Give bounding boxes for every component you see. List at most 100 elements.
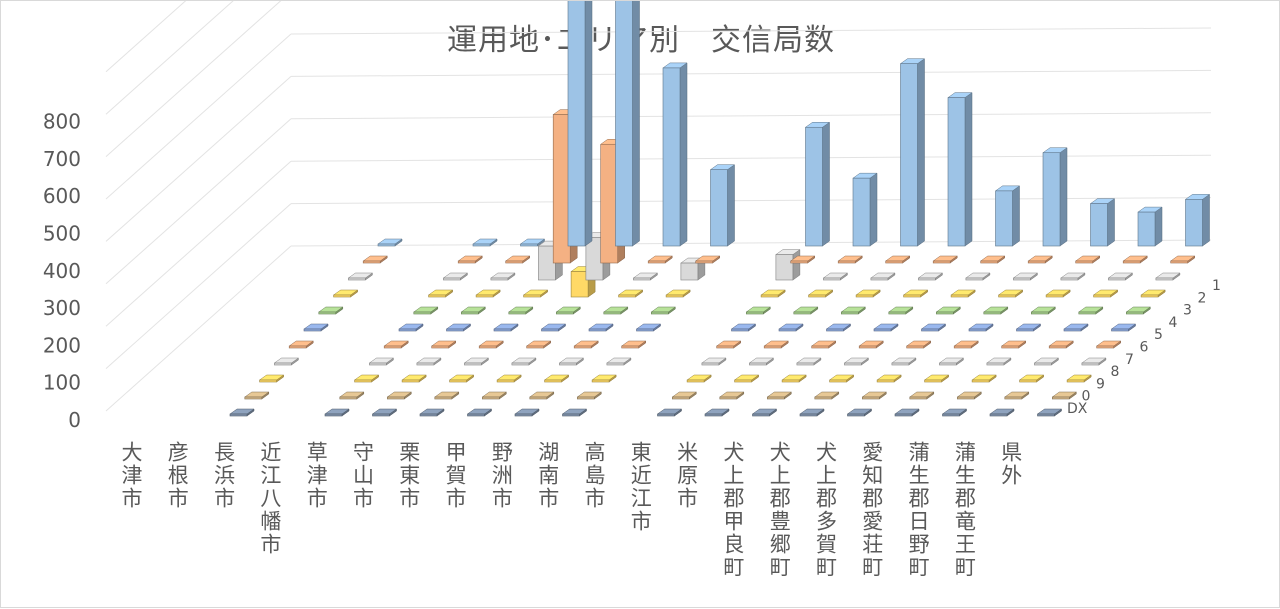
bar [837,260,856,264]
bar [921,328,939,332]
gridline [290,69,1212,77]
bar-side [869,172,878,247]
bar [826,328,844,332]
bar [716,345,735,349]
bar [939,362,957,366]
bar [386,396,405,400]
bar [621,345,640,349]
depth-tick-label: 0 [1082,389,1091,405]
bar [555,311,574,315]
depth-tick-label: 5 [1154,327,1163,343]
y-tick-label: 200 [43,333,81,357]
depth-tick-label: DX [1067,401,1088,417]
bar [909,396,928,400]
bar [419,413,438,417]
bar [1108,277,1126,281]
bar [446,328,464,332]
bar [372,413,390,417]
bar [460,311,479,315]
bar [431,345,450,349]
bar [606,362,625,366]
bar [1122,260,1141,264]
y-tick-label: 700 [43,147,81,171]
bar [775,254,794,281]
gridline [105,160,292,327]
category-label: 高島市 [582,441,606,510]
bar [745,311,764,315]
bar [968,328,987,332]
gridline [290,197,1212,205]
bar [481,396,500,400]
bar [1090,203,1108,247]
bar [523,294,541,298]
bar [956,396,975,400]
bar [333,294,351,298]
category-label: 米原市 [675,441,699,510]
bar [1093,294,1111,298]
bar [570,271,589,298]
bar [464,362,482,366]
bar [413,311,432,315]
bar [778,328,797,332]
category-label: 彦根市 [165,441,189,510]
bar [870,277,889,281]
bar [811,345,830,349]
bar [339,396,358,400]
bar [1034,362,1052,366]
category-label: 犬上郡多賀町 [814,441,838,579]
bar [885,260,904,264]
gridline [290,154,1212,162]
bar [906,345,925,349]
bar [1060,277,1079,281]
category-label: 草津市 [304,441,328,510]
bar [873,328,892,332]
bar [603,311,622,315]
bar-side [917,58,925,247]
bar [288,345,307,349]
bar [760,294,779,298]
bar [443,277,461,281]
bar [354,379,372,383]
bar [508,311,527,315]
bar [496,379,515,383]
bar [686,379,705,383]
bar [618,294,636,298]
bar [1027,260,1046,264]
depth-tick-label: 7 [1125,352,1134,368]
bar [383,345,402,349]
gridline [105,245,292,412]
bar [947,97,966,247]
bar [505,260,524,264]
bar [1155,277,1174,281]
bar [695,260,714,264]
bar [538,245,556,281]
bar [665,294,684,298]
bar [855,294,874,298]
bar [1137,211,1156,247]
bar [244,396,263,400]
bar-side [584,1,593,247]
bar [585,237,604,281]
bar [900,63,918,247]
bar [858,345,877,349]
bar [995,190,1013,247]
bar [781,379,800,383]
depth-tick-label: 2 [1198,290,1207,306]
bar [935,311,954,315]
category-label: 蒲生郡竜王町 [952,441,976,579]
bar-side [727,164,735,247]
bar-side [1154,206,1163,247]
category-label: 湖南市 [536,441,560,510]
category-label: 守山市 [351,441,375,510]
bar [1126,311,1144,315]
gridline [290,27,1212,35]
bar [377,243,396,247]
depth-tick-label: 4 [1169,315,1178,331]
bar [1019,379,1037,383]
gridline [290,239,1212,247]
y-tick-label: 500 [43,221,81,245]
bar [401,379,420,383]
y-tick-label: 0 [68,408,81,432]
